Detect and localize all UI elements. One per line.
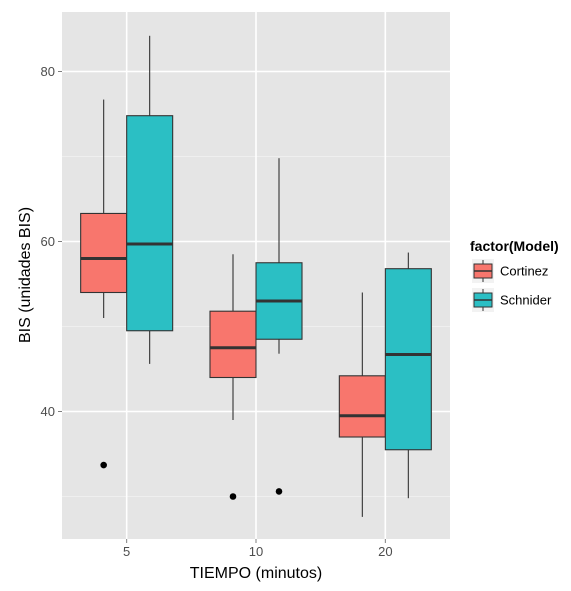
outlier-point (100, 461, 107, 469)
outlier-point (229, 493, 237, 500)
box-schnider-5 (126, 35, 174, 364)
boxes-layer (80, 35, 432, 517)
y-axis-title: BIS (unidades BIS) (17, 207, 34, 343)
x-tick-label: 20 (378, 544, 392, 559)
legend-label: Cortinez (500, 264, 548, 279)
x-axis: 5 10 20 (123, 539, 393, 559)
box-schnider-20 (384, 252, 432, 499)
x-axis-title: TIEMPO (minutos) (190, 565, 322, 582)
legend-item-schnider: Schnider (472, 288, 552, 312)
box-iqr (126, 115, 174, 332)
box-cortinez-10 (209, 254, 257, 500)
legend: factor(Model) Cortinez Schnider (470, 238, 559, 312)
x-tick-label: 5 (123, 544, 130, 559)
y-tick-label: 80 (41, 64, 55, 79)
box-iqr (209, 310, 257, 379)
legend-label: Schnider (500, 293, 552, 308)
box-iqr (338, 375, 386, 438)
legend-item-cortinez: Cortinez (472, 259, 548, 283)
y-axis: 40 60 80 (41, 64, 62, 419)
y-tick-label: 60 (41, 234, 55, 249)
y-tick-label: 40 (41, 404, 55, 419)
box-schnider-10 (255, 158, 303, 495)
box-iqr (384, 268, 432, 451)
box-iqr (80, 212, 128, 294)
legend-title: factor(Model) (470, 238, 559, 254)
outlier-point (275, 488, 283, 495)
x-tick-label: 10 (249, 544, 263, 559)
box-cortinez-20 (338, 292, 386, 517)
